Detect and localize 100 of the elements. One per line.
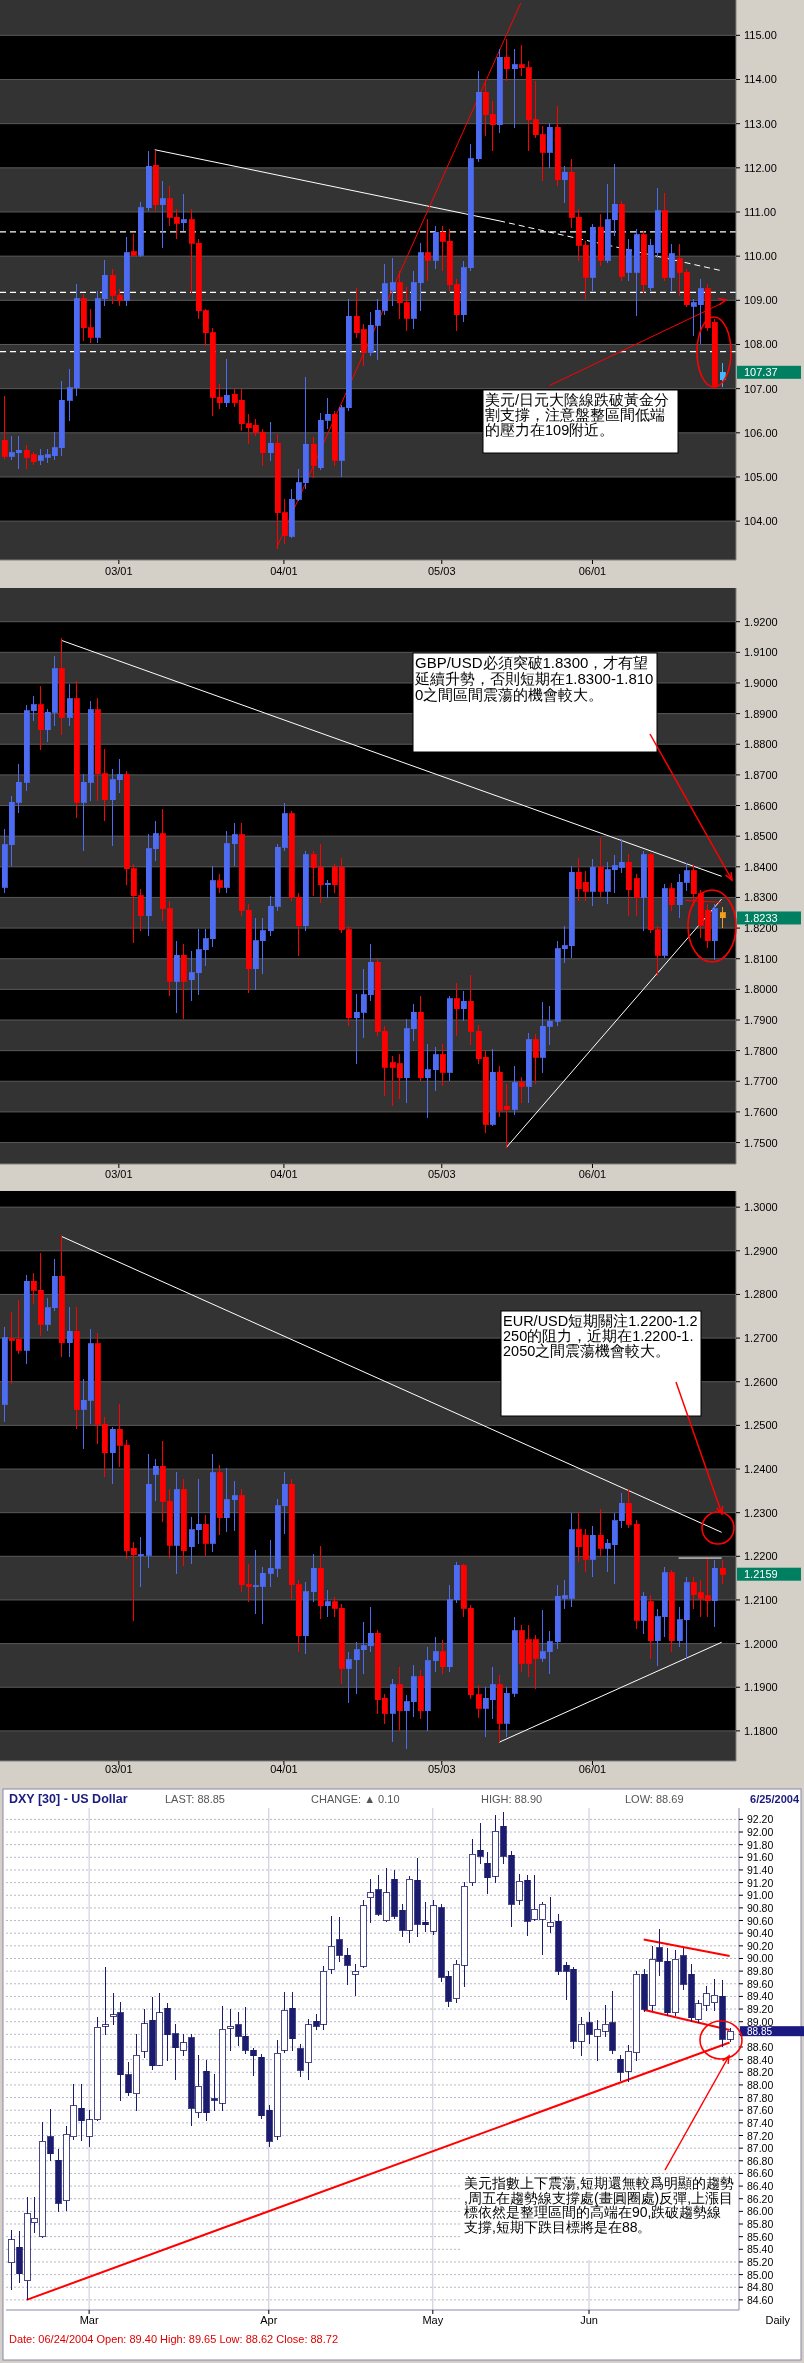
y-tick-label: 111.00 — [744, 205, 777, 218]
y-tick-label: 105.00 — [744, 470, 778, 483]
y-tick-label: 85.00 — [747, 2268, 774, 2281]
y-tick-label: 89.60 — [747, 1977, 774, 1990]
y-tick-label: 1.3000 — [744, 1201, 778, 1214]
y-tick-label: 1.8900 — [744, 707, 778, 720]
y-tick-label: 88.20 — [747, 2066, 774, 2079]
annotation: 美元/日元大陰線跌破黃金分割支撐，注意盤整區間低端的壓力在109附近。 — [485, 391, 670, 438]
annotation: EUR/USD短期關注1.2200-1.2250的阻力，近期在1.2200-1.2050之間震蕩機會較大。 — [503, 1312, 698, 1359]
y-tick-label: 104.00 — [744, 515, 778, 528]
y-tick-label: 84.80 — [747, 2281, 774, 2294]
x-tick-label: 06/01 — [578, 1168, 607, 1180]
y-tick-label: 107.37 — [744, 366, 778, 379]
x-tick-label: 03/01 — [105, 1168, 133, 1180]
y-tick-label: 91.80 — [747, 1838, 774, 1851]
text: Daily — [765, 2314, 791, 2326]
y-tick-label: 89.00 — [747, 2015, 774, 2028]
y-tick-label: 86.20 — [747, 2192, 774, 2205]
x-tick-label: 03/01 — [105, 565, 133, 577]
text: Date: 06/24/2004 Open: 89.40 High: 89.65 Low: 88.62 Close: 88.72 — [9, 2333, 339, 2345]
y-tick-label: 1.9100 — [744, 646, 778, 659]
y-tick-label: 87.60 — [747, 2104, 774, 2117]
y-tick-label: 1.2000 — [744, 1637, 778, 1650]
y-tick-label: 89.80 — [747, 1965, 774, 1978]
y-tick-label: 86.80 — [747, 2154, 774, 2167]
y-tick-label: 90.80 — [747, 1901, 774, 1914]
y-tick-label: 85.60 — [747, 2230, 774, 2243]
y-tick-label: 106.00 — [744, 426, 778, 439]
x-tick-label: 06/01 — [578, 565, 607, 577]
y-tick-label: 1.8233 — [744, 911, 778, 924]
x-tick-label: Mar — [79, 2314, 99, 2326]
y-tick-label: 86.00 — [747, 2205, 774, 2218]
y-tick-label: 1.2300 — [744, 1506, 778, 1519]
text: LAST: 88.85 — [165, 1793, 225, 1805]
y-tick-label: 108.00 — [744, 338, 778, 351]
y-tick-label: 110.00 — [744, 250, 777, 263]
y-tick-label: 1.9000 — [744, 676, 778, 689]
text: 6/25/2004 — [750, 1793, 800, 1805]
y-tick-label: 1.8600 — [744, 799, 778, 812]
y-tick-label: 1.2159 — [744, 1568, 778, 1581]
x-tick-label: 06/01 — [578, 1763, 607, 1775]
y-tick-label: 1.7800 — [744, 1044, 778, 1057]
y-tick-label: 90.00 — [747, 1952, 774, 1965]
text: LOW: 88.69 — [625, 1793, 684, 1805]
annotation: GBP/USD必須突破1.8300，才有望延續升勢，否則短期在1.8300-1.8100之間區間震蕩的機會較大。 — [414, 654, 654, 703]
annotation: 美元指數上下震蕩,短期還無較爲明顯的趨勢,周五在趨勢線支撐處(畫圓圈處)反彈,上漲目標依然是整理區間的高端在90,跌破趨勢線支撐,短期下跌目標將是在88。 — [464, 2175, 734, 2236]
x-tick-label: 03/01 — [105, 1763, 133, 1775]
y-tick-label: 1.9200 — [744, 615, 778, 628]
y-tick-label: 1.8300 — [744, 891, 778, 904]
y-tick-label: 88.85 — [747, 2025, 773, 2037]
y-tick-label: 87.80 — [747, 2091, 774, 2104]
y-tick-label: 88.00 — [747, 2078, 774, 2091]
y-tick-label: 85.80 — [747, 2218, 774, 2231]
y-tick-label: 1.7700 — [744, 1075, 778, 1088]
x-tick-label: 05/03 — [428, 1168, 456, 1180]
y-tick-label: 1.8800 — [744, 738, 778, 751]
y-tick-label: 85.20 — [747, 2255, 774, 2268]
x-tick-label: 04/01 — [270, 565, 298, 577]
chart-title: DXY [30] - US Dollar — [9, 1792, 128, 1806]
y-tick-label: 1.2900 — [744, 1244, 778, 1257]
y-tick-label: 1.8400 — [744, 860, 778, 873]
y-tick-label: 89.20 — [747, 2003, 774, 2016]
y-tick-label: 86.60 — [747, 2167, 774, 2180]
y-tick-label: 112.00 — [744, 161, 777, 174]
y-tick-label: 1.2500 — [744, 1419, 778, 1432]
y-tick-label: 1.7900 — [744, 1014, 778, 1026]
y-tick-label: 1.1900 — [744, 1681, 778, 1694]
y-tick-label: 87.00 — [747, 2142, 774, 2155]
y-tick-label: 86.40 — [747, 2180, 774, 2193]
y-tick-label: 109.00 — [744, 294, 778, 307]
y-tick-label: 113.00 — [744, 117, 777, 130]
y-tick-label: 1.2800 — [744, 1288, 778, 1301]
y-tick-label: 89.40 — [747, 1990, 774, 2003]
y-tick-label: 1.8200 — [744, 922, 778, 935]
y-tick-label: 1.7600 — [744, 1105, 778, 1118]
y-tick-label: 1.2600 — [744, 1375, 778, 1388]
y-tick-label: 90.20 — [747, 1939, 774, 1952]
y-tick-label: 1.8700 — [744, 768, 778, 781]
y-tick-label: 88.60 — [747, 2040, 774, 2053]
x-tick-label: May — [422, 2314, 444, 2326]
y-tick-label: 1.2400 — [744, 1463, 778, 1476]
y-tick-label: 107.00 — [744, 382, 778, 395]
y-tick-label: 91.60 — [747, 1851, 774, 1864]
y-tick-label: 90.60 — [747, 1914, 774, 1927]
x-tick-label: Jun — [580, 2314, 598, 2326]
y-tick-label: 90.40 — [747, 1927, 774, 1940]
y-tick-label: 88.40 — [747, 2053, 774, 2066]
y-tick-label: 91.20 — [747, 1876, 774, 1889]
y-tick-label: 114.00 — [744, 73, 777, 86]
y-tick-label: 92.20 — [747, 1813, 774, 1826]
y-tick-label: 85.40 — [747, 2243, 774, 2256]
y-tick-label: 1.2700 — [744, 1332, 778, 1345]
y-tick-label: 91.00 — [747, 1889, 774, 1902]
x-tick-label: Apr — [260, 2314, 278, 2326]
y-tick-label: 115.00 — [744, 29, 777, 42]
y-tick-label: 84.60 — [747, 2293, 774, 2306]
y-tick-label: 1.7500 — [744, 1136, 778, 1149]
x-tick-label: 05/03 — [428, 565, 456, 577]
x-tick-label: 04/01 — [270, 1168, 298, 1180]
x-tick-label: 05/03 — [428, 1763, 456, 1775]
